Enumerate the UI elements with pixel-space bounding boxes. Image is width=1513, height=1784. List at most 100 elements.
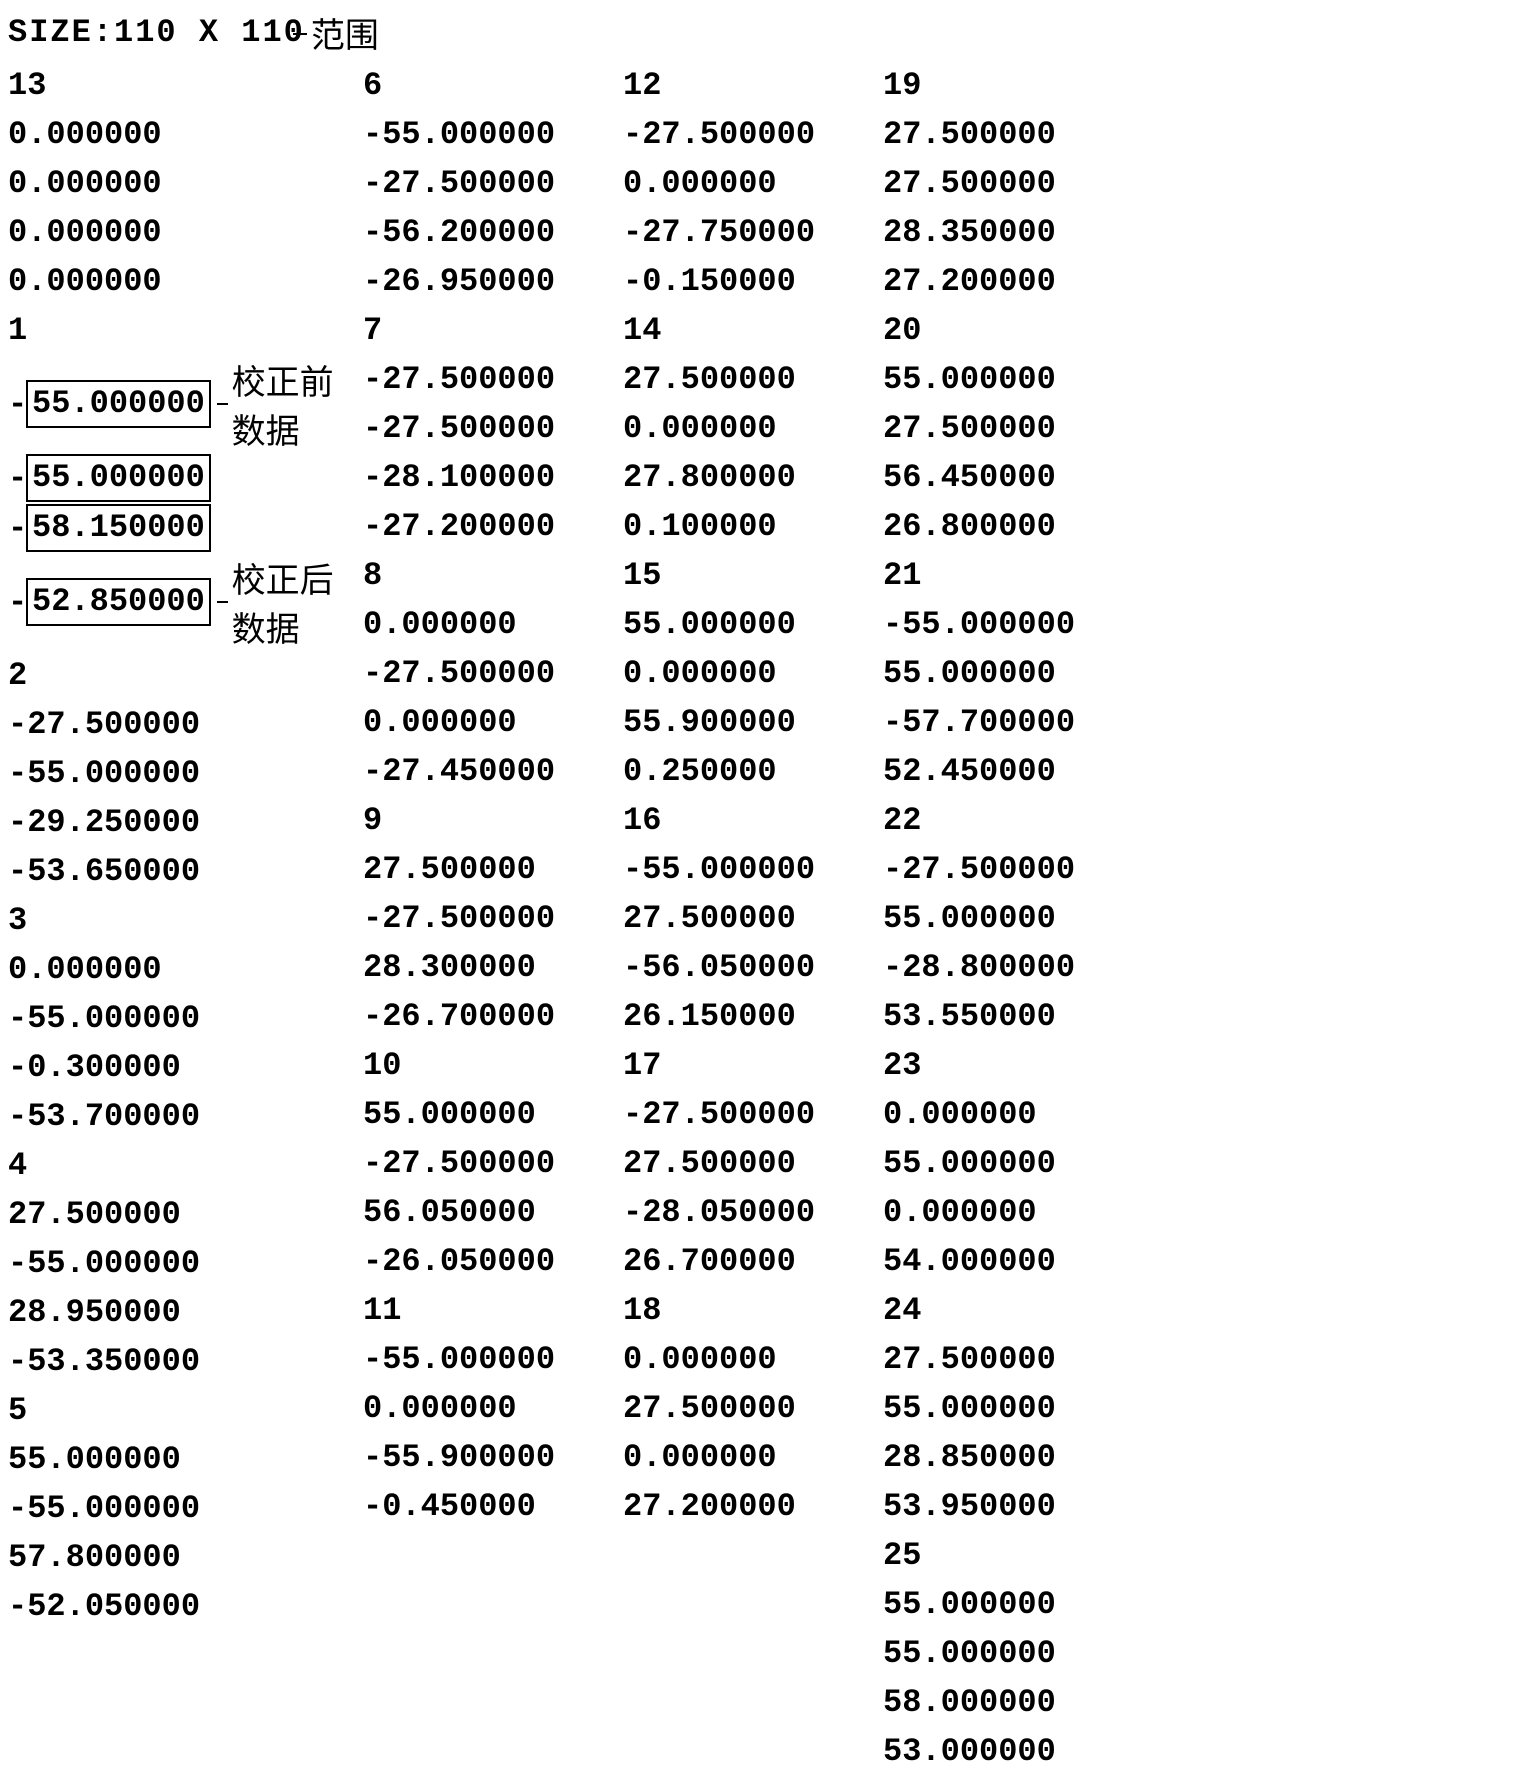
record-value: -27.500000	[363, 404, 623, 453]
record-value: 0.000000	[623, 649, 883, 698]
record-value: 55.000000	[8, 1435, 363, 1484]
record-value: -55.000000	[8, 1239, 363, 1288]
record-value: 26.150000	[623, 992, 883, 1041]
record-value: -27.500000	[623, 110, 883, 159]
record-value: 0.000000	[623, 1335, 883, 1384]
record-index: 12	[623, 61, 883, 110]
record-value: -55.900000	[363, 1433, 623, 1482]
record-index: 5	[8, 1386, 363, 1435]
record-value: 27.500000	[883, 404, 1143, 453]
record-value: 27.200000	[883, 257, 1143, 306]
boxed-value: 55.000000	[26, 454, 211, 502]
record-value: -57.700000	[883, 698, 1143, 747]
record-index: 20	[883, 306, 1143, 355]
column-2: 12 -27.500000 0.000000 -27.750000 -0.150…	[623, 61, 883, 1531]
after-calibration-label: 校正后数据	[217, 553, 363, 651]
record-value: -0.450000	[363, 1482, 623, 1531]
neg-sign: -	[8, 510, 26, 547]
record-value: -28.100000	[363, 453, 623, 502]
record-value: 0.000000	[363, 1384, 623, 1433]
neg-sign: -	[8, 584, 26, 621]
boxed-value: 55.000000	[26, 380, 211, 428]
record-value: -29.250000	[8, 798, 363, 847]
record-value: 52.450000	[883, 747, 1143, 796]
record-index: 14	[623, 306, 883, 355]
record-value: -27.450000	[363, 747, 623, 796]
record-value: 28.300000	[363, 943, 623, 992]
record-value: -27.500000	[363, 355, 623, 404]
record-value: 26.700000	[623, 1237, 883, 1286]
record-value: 0.250000	[623, 747, 883, 796]
record-index: 11	[363, 1286, 623, 1335]
record-value: 27.500000	[623, 894, 883, 943]
initial-value: 0.000000	[8, 257, 363, 306]
neg-sign: -	[8, 386, 26, 423]
record-value: 0.000000	[623, 159, 883, 208]
record-value: 0.100000	[623, 502, 883, 551]
record-index: 15	[623, 551, 883, 600]
record-value: 0.000000	[363, 698, 623, 747]
record-value: -55.000000	[883, 600, 1143, 649]
initial-value: 0.000000	[8, 208, 363, 257]
record-value: 27.200000	[623, 1482, 883, 1531]
record-value: -53.350000	[8, 1337, 363, 1386]
boxed-value: 58.150000	[26, 504, 211, 552]
record-index: 10	[363, 1041, 623, 1090]
record-value: 0.000000	[623, 1433, 883, 1482]
record-index: 18	[623, 1286, 883, 1335]
record-index: 2	[8, 651, 363, 700]
record-value: -55.000000	[623, 845, 883, 894]
record-value: -26.700000	[363, 992, 623, 1041]
column-3: 19 27.500000 27.500000 28.350000 27.2000…	[883, 61, 1143, 1776]
boxed-before-group: - 55.000000 校正前数据 - 55.000000	[8, 355, 363, 503]
record-value: -27.500000	[363, 649, 623, 698]
record-value: 56.050000	[363, 1188, 623, 1237]
record-value: 26.800000	[883, 502, 1143, 551]
data-columns: 13 0.000000 0.000000 0.000000 0.000000 1…	[8, 61, 1505, 1776]
record-value: -55.000000	[363, 1335, 623, 1384]
record-value: 55.000000	[883, 1384, 1143, 1433]
record-value: 55.000000	[883, 894, 1143, 943]
record-value: 27.500000	[623, 1139, 883, 1188]
record-value: 27.500000	[883, 110, 1143, 159]
record-index: 21	[883, 551, 1143, 600]
record-value: 27.500000	[363, 845, 623, 894]
column-0: 13 0.000000 0.000000 0.000000 0.000000 1…	[8, 61, 363, 1631]
initial-value: 0.000000	[8, 159, 363, 208]
initial-index: 13	[8, 61, 363, 110]
record-index: 16	[623, 796, 883, 845]
record-index: 6	[363, 61, 623, 110]
record-value: 55.000000	[883, 649, 1143, 698]
boxed-after-group: - 58.150000 - 52.850000 校正后数据	[8, 503, 363, 651]
record-value: 54.000000	[883, 1237, 1143, 1286]
record-value: -27.500000	[363, 894, 623, 943]
record-value: 55.000000	[883, 355, 1143, 404]
record-index: 23	[883, 1041, 1143, 1090]
header-line: SIZE:110 X 110 范围	[8, 8, 1505, 57]
range-label: 范围	[311, 8, 379, 57]
record-value: 27.800000	[623, 453, 883, 502]
record-value: 27.500000	[883, 1335, 1143, 1384]
record-value: 27.500000	[883, 159, 1143, 208]
record-value: 28.850000	[883, 1433, 1143, 1482]
record-value: -56.050000	[623, 943, 883, 992]
record-value: -27.500000	[623, 1090, 883, 1139]
before-calibration-label: 校正前数据	[217, 355, 363, 453]
record-index: 19	[883, 61, 1143, 110]
record-value: -27.200000	[363, 502, 623, 551]
record-value: -27.750000	[623, 208, 883, 257]
record-value: 28.350000	[883, 208, 1143, 257]
record-value: -26.950000	[363, 257, 623, 306]
record-value: 0.000000	[363, 600, 623, 649]
column-1: 6 -55.000000 -27.500000 -56.200000 -26.9…	[363, 61, 623, 1531]
record-value: 55.900000	[623, 698, 883, 747]
record-value: 0.000000	[883, 1090, 1143, 1139]
size-label: SIZE:110 X 110	[8, 14, 305, 51]
boxed-value: 52.850000	[26, 578, 211, 626]
record-value: -53.700000	[8, 1092, 363, 1141]
record-value: 53.950000	[883, 1482, 1143, 1531]
record-value: 57.800000	[8, 1533, 363, 1582]
record-value: 55.000000	[883, 1629, 1143, 1678]
neg-sign: -	[8, 460, 26, 497]
record-value: 53.550000	[883, 992, 1143, 1041]
